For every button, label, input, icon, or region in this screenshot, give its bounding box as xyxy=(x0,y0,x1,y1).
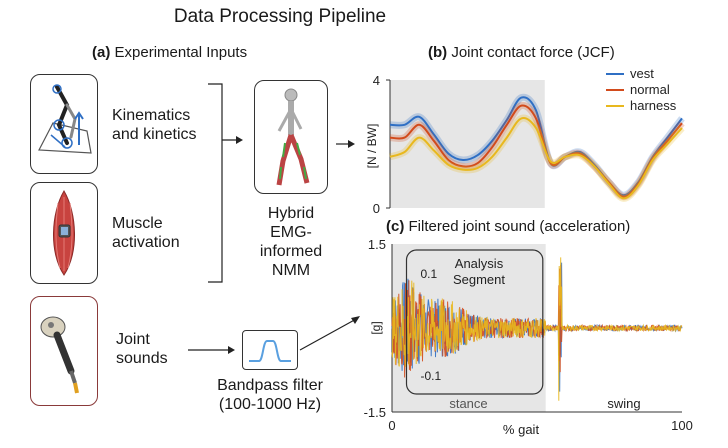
section-a-heading: (a) Experimental Inputs xyxy=(92,44,247,61)
filter-arrowhead xyxy=(351,316,360,324)
legend-label-vest: vest xyxy=(630,66,654,81)
section-c-letter: (c) xyxy=(386,218,405,235)
section-b-heading: (b) Joint contact force (JCF) xyxy=(428,44,615,61)
section-a-letter: (a) xyxy=(92,44,111,61)
y-axis-label: [g] xyxy=(369,321,383,334)
section-c-heading: (c) Filtered joint sound (acceleration) xyxy=(386,218,630,235)
model-label-line2: EMG- xyxy=(270,224,312,241)
sensor-icon-box xyxy=(30,296,98,406)
sound-trace-2 xyxy=(391,257,683,401)
model-icon-box xyxy=(254,80,328,194)
annotation-line1: Analysis xyxy=(455,256,504,271)
filter-label-line2: (100-1000 Hz) xyxy=(218,396,322,413)
model-label-line1: Hybrid xyxy=(267,205,315,222)
model-arrowhead xyxy=(348,140,355,148)
x-axis-label: % gait xyxy=(503,422,540,437)
kinematics-label-line1: Kinematics xyxy=(112,107,191,124)
section-b-text: Joint contact force (JCF) xyxy=(451,44,615,61)
model-label-line3: informed xyxy=(259,243,323,260)
muscle-icon xyxy=(53,190,75,276)
y-tick-label: 0 xyxy=(373,201,380,216)
inset-y-tick-label: 0.1 xyxy=(421,267,438,281)
kinematics-icon-box xyxy=(30,74,98,174)
joint-sounds-label: Joint sounds xyxy=(116,330,168,368)
bracket-arrowhead xyxy=(236,136,243,144)
accelerometer-icon xyxy=(40,316,79,394)
motion-capture-icon xyxy=(38,84,92,154)
y-axis-label: [N / BW] xyxy=(365,124,379,169)
section-a-text: Experimental Inputs xyxy=(114,44,248,61)
sound-arrowhead xyxy=(228,346,235,354)
stance-shading xyxy=(390,80,545,208)
y-tick-label: 4 xyxy=(373,73,380,88)
legend-label-harness: harness xyxy=(630,98,677,113)
muscle-label-line2: activation xyxy=(112,234,180,251)
input-bracket xyxy=(208,83,223,283)
section-c-text: Filtered joint sound (acceleration) xyxy=(408,218,631,235)
kinematics-label-line2: and kinetics xyxy=(112,126,197,143)
model-label: Hybrid EMG- informed NMM xyxy=(246,204,336,280)
y-tick-label: 1.5 xyxy=(368,237,386,252)
y-tick-label: -1.5 xyxy=(364,405,386,420)
muscle-label-line1: Muscle xyxy=(112,215,163,232)
filter-icon-box xyxy=(242,330,298,370)
x-tick-label: 100 xyxy=(671,418,693,433)
page-title: Data Processing Pipeline xyxy=(173,6,387,27)
kinematics-label: Kinematics and kinetics xyxy=(112,106,197,144)
series-line-harness xyxy=(389,117,683,200)
filter-arrow xyxy=(299,317,359,351)
muscle-label: Muscle activation xyxy=(112,214,180,252)
filter-label: Bandpass filter (100-1000 Hz) xyxy=(200,376,340,414)
x-tick-label: 0 xyxy=(388,418,395,433)
section-b-letter: (b) xyxy=(428,44,448,61)
annotation-line2: Segment xyxy=(453,272,505,287)
sound-chart: 1.5 -1.5 [g] 0 100 % gait stance swing 0.1 -0.1 An… xyxy=(364,237,693,437)
phase-label-swing: swing xyxy=(607,396,640,411)
model-label-line4: NMM xyxy=(271,262,311,279)
muscle-icon-box xyxy=(30,182,98,284)
joint-sounds-label-line2: sounds xyxy=(116,350,168,367)
joint-sounds-label-line1: Joint xyxy=(116,331,150,348)
analysis-segment-box xyxy=(405,249,544,395)
legend-label-normal: normal xyxy=(630,82,670,97)
bandpass-icon xyxy=(249,340,291,362)
inset-y-tick-label: -0.1 xyxy=(421,369,442,383)
skeleton-icon xyxy=(276,88,310,186)
filter-label-line1: Bandpass filter xyxy=(217,377,323,394)
phase-label-stance: stance xyxy=(449,396,487,411)
